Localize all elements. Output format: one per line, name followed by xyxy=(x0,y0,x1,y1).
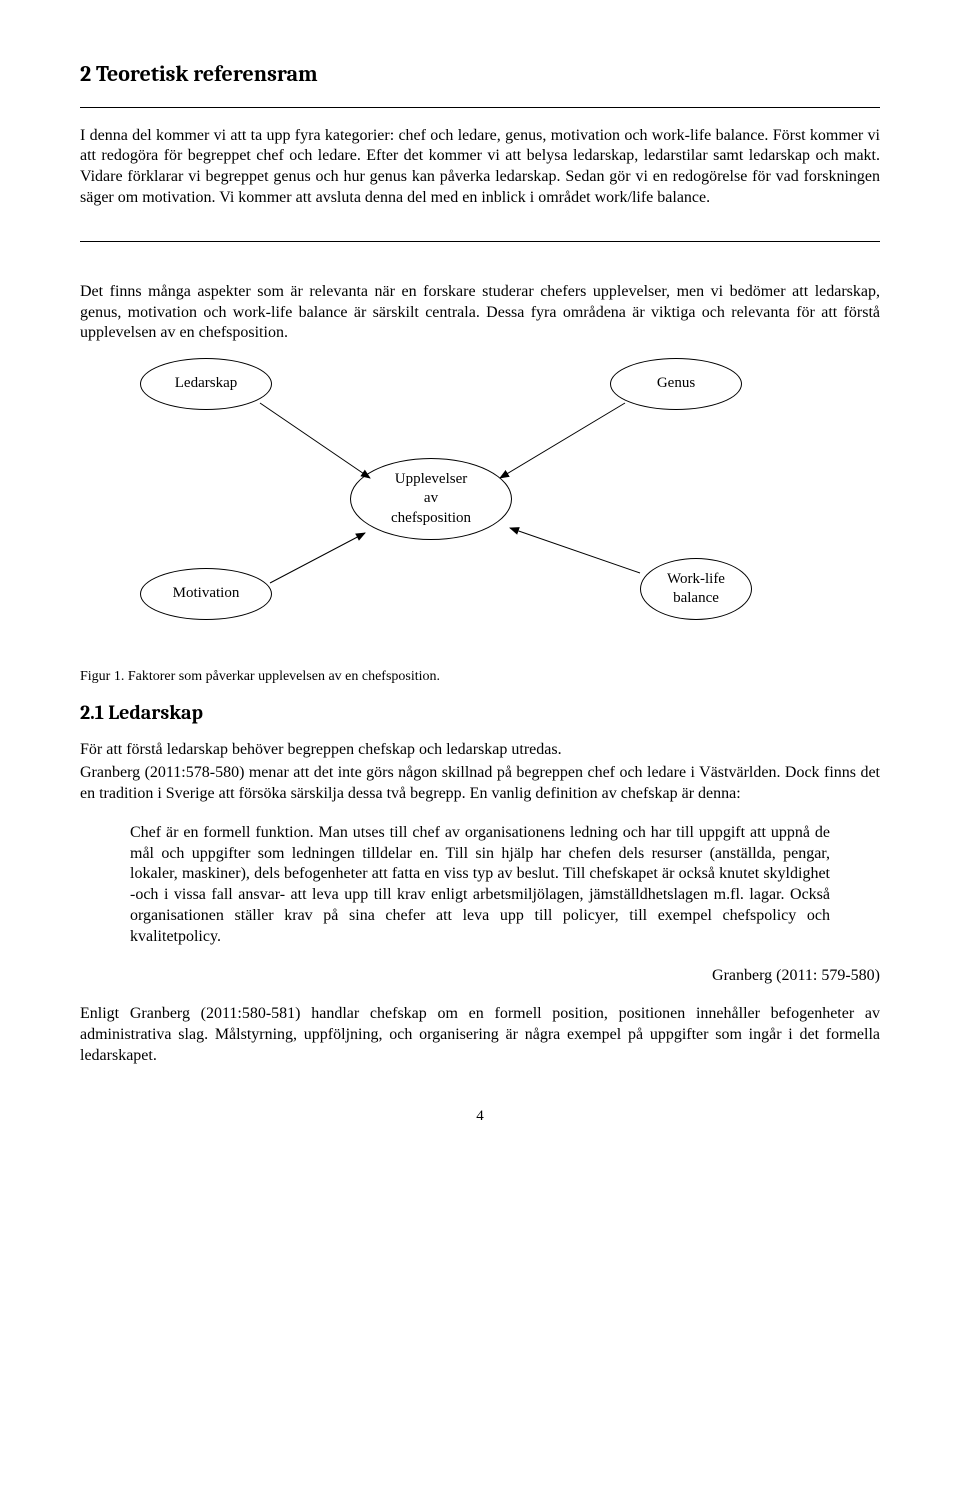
page-number: 4 xyxy=(80,1107,880,1127)
quote-citation: Granberg (2011: 579-580) xyxy=(80,966,880,987)
section-heading: 2 Teoretisk referensram xyxy=(80,60,880,89)
node-center: Upplevelser av chefsposition xyxy=(350,458,512,540)
body-paragraph: Enligt Granberg (2011:580-581) handlar c… xyxy=(80,1004,880,1066)
block-quote: Chef är en formell funktion. Man utses t… xyxy=(130,823,830,948)
node-worklife: Work-life balance xyxy=(640,558,752,620)
node-motivation: Motivation xyxy=(140,568,272,620)
body-paragraph: Granberg (2011:578-580) menar att det in… xyxy=(80,763,880,805)
rule-top xyxy=(80,107,880,108)
body-paragraph: Det finns många aspekter som är relevant… xyxy=(80,282,880,344)
node-genus: Genus xyxy=(610,358,742,410)
body-paragraph: För att förstå ledarskap behöver begrepp… xyxy=(80,740,880,761)
concept-diagram: Ledarskap Genus Upplevelser av chefsposi… xyxy=(80,358,880,658)
subsection-heading: 2.1 Ledarskap xyxy=(80,700,880,726)
intro-paragraph: I denna del kommer vi att ta upp fyra ka… xyxy=(80,126,880,209)
node-ledarskap: Ledarskap xyxy=(140,358,272,410)
figure-caption: Figur 1. Faktorer som påverkar upplevels… xyxy=(80,668,880,686)
